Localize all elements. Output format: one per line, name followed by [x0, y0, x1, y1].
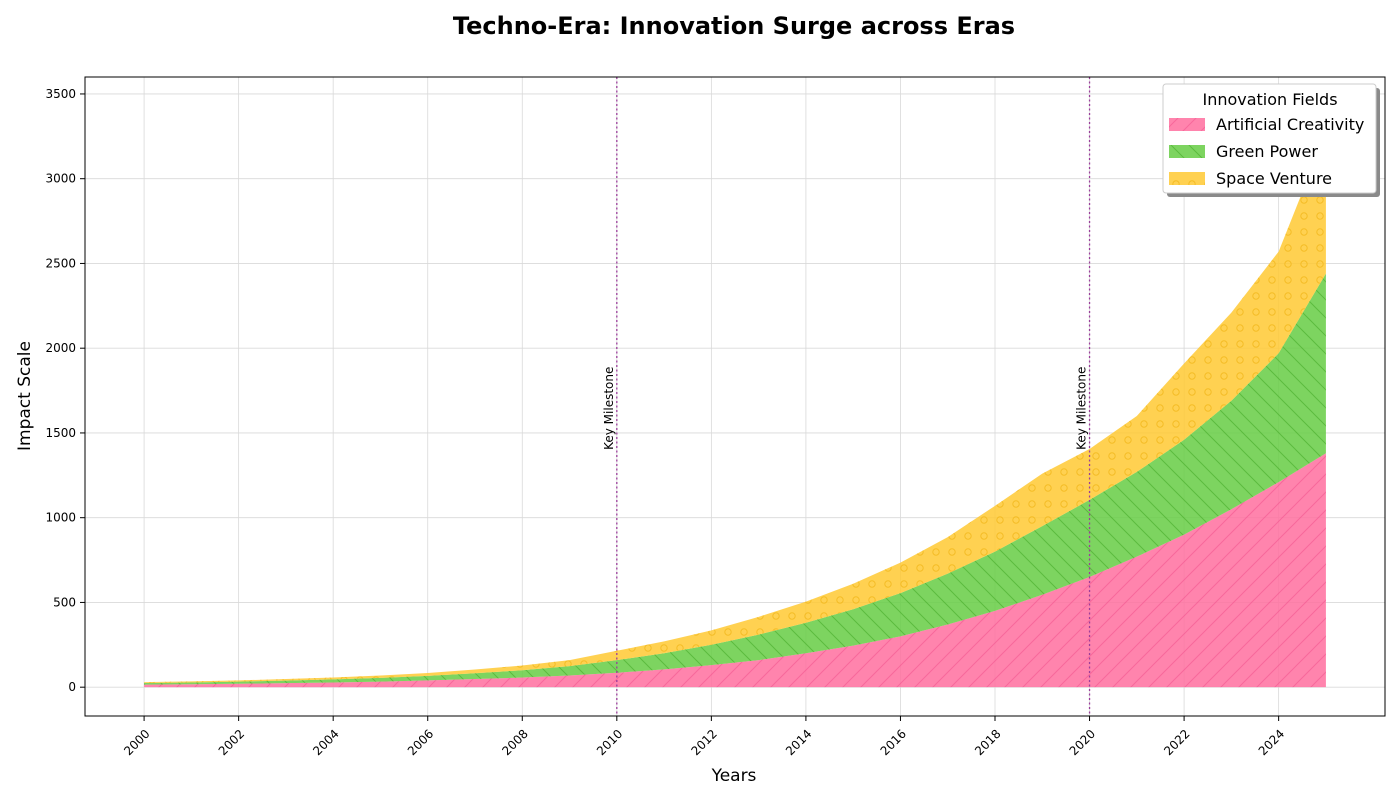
y-tick-label: 2000 — [45, 341, 76, 355]
x-axis-label: Years — [711, 766, 757, 786]
y-tick-label: 3000 — [45, 172, 76, 186]
stacked-areas — [144, 132, 1326, 688]
y-axis-label: Impact Scale — [15, 341, 35, 451]
legend-title: Innovation Fields — [1202, 90, 1337, 109]
x-tick-label: 2022 — [1161, 727, 1192, 758]
legend-label-green-power: Green Power — [1216, 142, 1318, 161]
legend-swatch-hatch-space-venture — [1169, 172, 1205, 185]
plot-frame — [84, 76, 1386, 717]
y-tick-label: 0 — [68, 680, 76, 694]
x-tick-label: 2016 — [878, 727, 909, 758]
x-tick-label: 2002 — [216, 727, 247, 758]
milestone-label: Key Milestone — [602, 367, 616, 450]
x-tick-label: 2012 — [688, 727, 719, 758]
x-tick-label: 2018 — [972, 727, 1003, 758]
x-tick-label: 2004 — [310, 727, 341, 758]
x-tick-label: 2000 — [121, 727, 152, 758]
x-axis-ticks: 2000 2002 2004 2006 2008 2010 2012 2014 2016 2018… — [121, 716, 1287, 758]
x-tick-label: 2008 — [499, 727, 530, 758]
y-tick-label: 1000 — [45, 511, 76, 525]
y-tick-label: 500 — [53, 595, 76, 609]
y-tick-label: 2500 — [45, 256, 76, 270]
legend-swatch-hatch-artificial-creativity — [1169, 118, 1205, 131]
area-hatch-green-power — [144, 273, 1326, 685]
y-axis-ticks: 0 500 1000 1500 2000 2500 3000 3500 — [45, 87, 85, 694]
legend-label-space-venture: Space Venture — [1216, 169, 1332, 188]
legend: Innovation Fields Artificial Creativity G… — [1162, 83, 1380, 197]
x-tick-label: 2020 — [1067, 727, 1098, 758]
y-tick-label: 3500 — [45, 87, 76, 101]
annotations: Key Milestone Key Milestone — [602, 77, 1091, 716]
chart-title: Techno-Era: Innovation Surge across Eras — [453, 12, 1015, 40]
legend-box — [1162, 83, 1377, 194]
legend-label-artificial-creativity: Artificial Creativity — [1216, 115, 1364, 134]
x-tick-label: 2024 — [1256, 727, 1287, 758]
area-hatch-artificial-creativity — [144, 453, 1326, 688]
x-tick-label: 2006 — [405, 727, 436, 758]
x-tick-label: 2010 — [594, 727, 625, 758]
y-tick-label: 1500 — [45, 426, 76, 440]
x-tick-label: 2014 — [783, 727, 814, 758]
legend-swatch-hatch-green-power — [1169, 145, 1205, 158]
milestone-label: Key Milestone — [1075, 367, 1089, 450]
